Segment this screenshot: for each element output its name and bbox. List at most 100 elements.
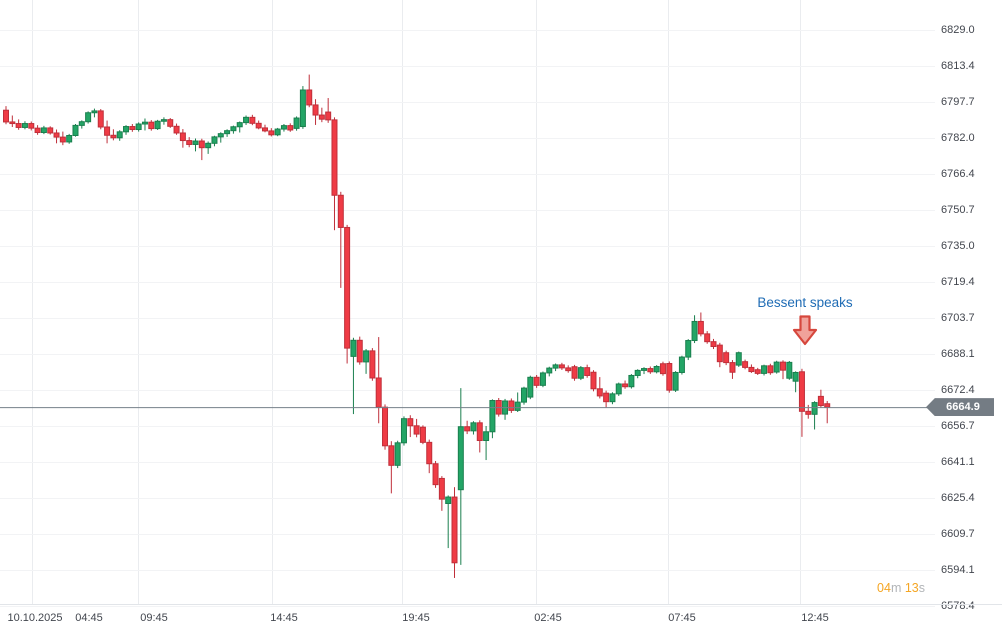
candle [527,375,534,400]
candle [261,124,268,133]
candle [438,476,445,511]
candle [672,371,679,393]
candle [53,129,60,144]
candle [325,98,332,123]
time-tick-label: 04:45 [75,612,103,624]
candle [154,119,161,130]
price-tick-label: 6782.0 [941,132,975,144]
candle [754,367,761,376]
candle [489,399,496,439]
price-axis[interactable]: 6829.0 6813.4 6797.7 6782.0 6766.4 6750.7 6735… [935,0,1002,612]
candle [249,114,256,126]
candle [34,125,41,135]
candle [104,120,111,144]
candle [729,360,736,379]
candle [457,388,464,565]
candle [167,118,174,128]
candle [811,401,818,430]
candle [419,425,426,445]
candle [691,315,698,344]
price-tick-label: 6594.1 [941,564,975,576]
candle [141,118,148,131]
candle [28,121,35,131]
price-tick-label: 6813.4 [941,60,975,72]
candle [400,416,407,446]
candle [211,135,218,147]
candle [198,138,205,161]
candle [779,360,786,380]
annotation-bessent-speaks[interactable]: Bessent speaks [735,295,875,346]
grid [0,0,935,607]
candle [520,386,527,405]
candle [344,224,351,364]
candle [369,348,376,381]
axis-separator-line [0,604,1002,605]
candle [318,107,325,123]
candle-countdown-timer: 04m 13s [877,581,925,595]
time-tick-label: 19:45 [402,612,430,624]
candle [15,119,22,130]
time-axis[interactable]: 10.10.2025 04:45 09:45 14:45 19:45 02:45 07:45… [0,605,1002,635]
countdown-minutes-unit: m [890,581,902,595]
candle [577,366,584,381]
current-price-badge: 6664.9 [926,398,994,417]
candle [653,365,660,374]
down-arrow-icon [792,315,818,346]
candle [539,371,546,388]
candle [236,121,243,133]
candle [217,132,224,143]
candle [546,366,553,377]
countdown-seconds: 13 [904,581,919,595]
candle [280,124,287,132]
price-tick-label: 6688.1 [941,348,975,360]
price-tick-label: 6641.1 [941,456,975,468]
candle [659,361,666,376]
candle [91,108,98,118]
candle [786,360,793,380]
time-tick-label: 09:45 [140,612,168,624]
candle [274,127,281,137]
candle [558,362,565,370]
candle [451,487,458,578]
candle [470,421,477,435]
candle [571,364,578,381]
candle [268,128,275,137]
candle [394,440,401,469]
candle [697,312,704,337]
time-tick-label: 14:45 [270,612,298,624]
candle [255,120,262,130]
candle [129,124,136,132]
price-tick-label: 6703.7 [941,312,975,324]
price-tick-label: 6797.7 [941,96,975,108]
countdown-seconds-unit: s [918,581,925,595]
candle [148,120,155,131]
price-tick-label: 6735.0 [941,240,975,252]
time-tick-label: 07:45 [668,612,696,624]
candle [710,338,717,350]
candle [678,355,685,375]
candle [413,418,420,438]
candle [508,398,515,413]
candle [666,361,673,393]
candle [230,125,237,134]
candle [407,415,414,438]
candle [735,351,742,367]
candle [97,109,104,130]
price-tick-label: 6766.4 [941,168,975,180]
candle [388,441,395,494]
candle [186,137,193,148]
candle [685,339,692,361]
candle [426,439,433,474]
candle [761,364,768,376]
candle [748,364,755,373]
candle [502,398,509,420]
candle [363,349,370,374]
price-tick-label: 6609.7 [941,528,975,540]
time-tick-label: 02:45 [534,612,562,624]
candle [767,363,774,375]
candle-series [3,74,831,578]
candle [110,129,117,141]
candle [464,420,471,435]
candle [716,342,723,368]
